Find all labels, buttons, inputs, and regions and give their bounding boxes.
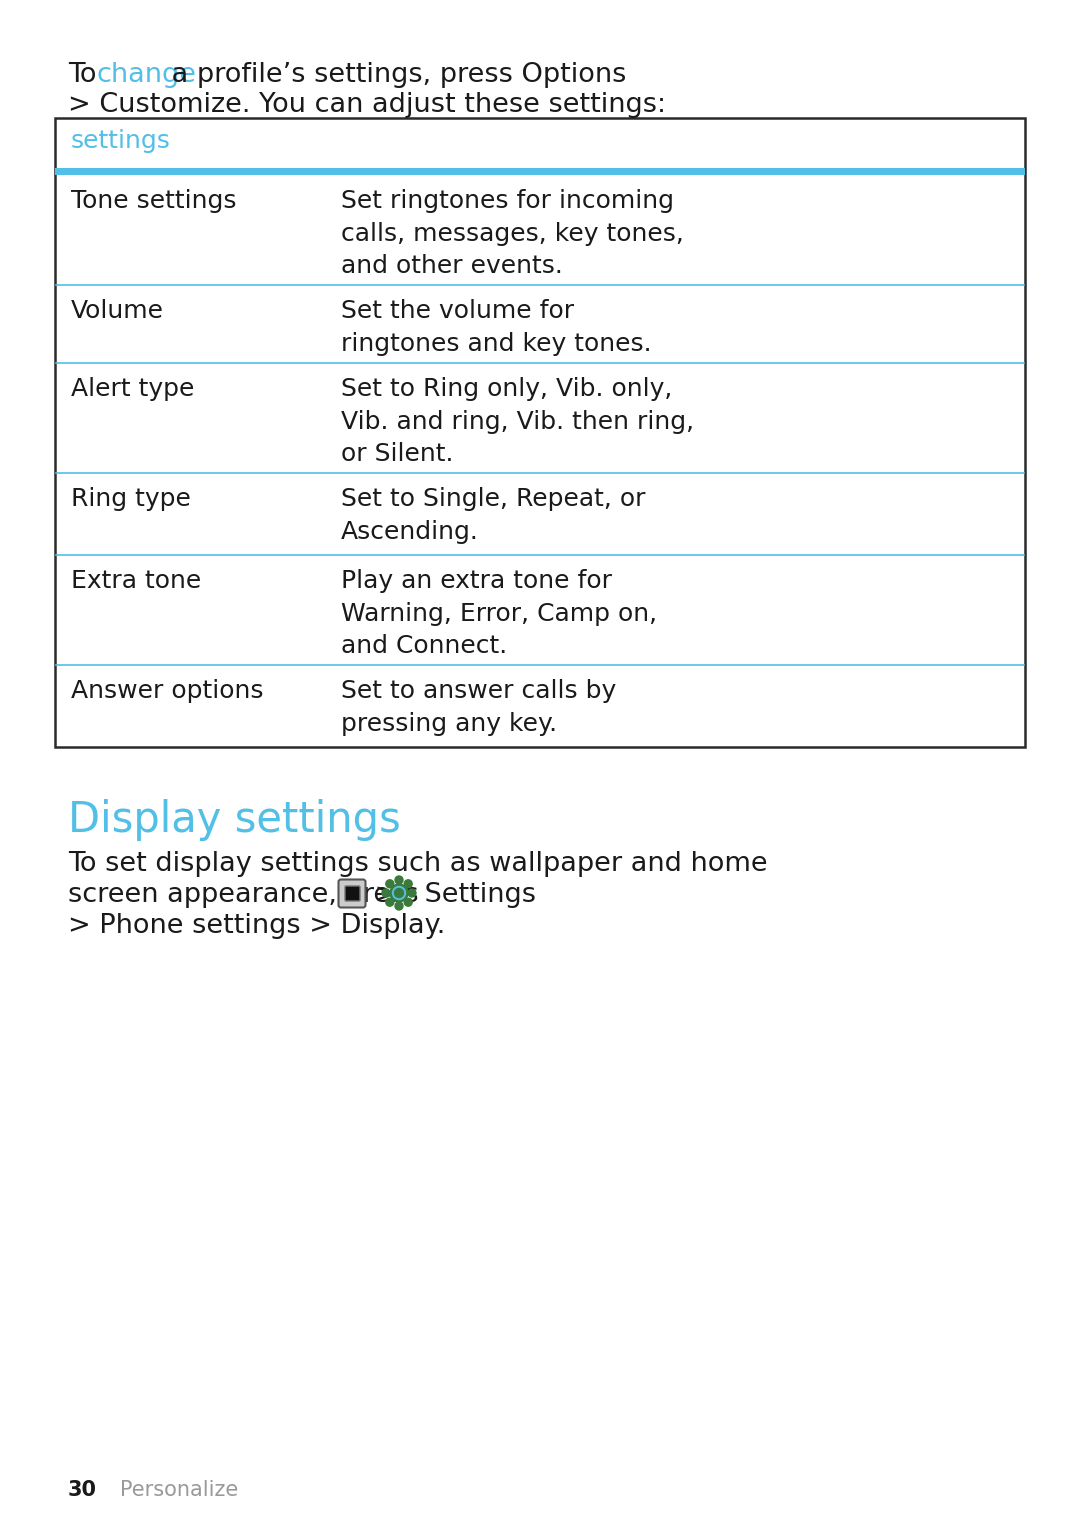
- Text: Set the volume for
ringtones and key tones.: Set the volume for ringtones and key ton…: [341, 299, 651, 355]
- Text: Set to Ring only, Vib. only,
Vib. and ring, Vib. then ring,
or Silent.: Set to Ring only, Vib. only, Vib. and ri…: [341, 377, 694, 466]
- Text: Set ringtones for incoming
calls, messages, key tones,
and other events.: Set ringtones for incoming calls, messag…: [341, 188, 684, 279]
- Circle shape: [395, 876, 403, 884]
- Circle shape: [394, 889, 404, 898]
- Text: Ring type: Ring type: [71, 487, 191, 512]
- Text: Extra tone: Extra tone: [71, 568, 201, 593]
- Circle shape: [390, 884, 408, 902]
- Text: Play an extra tone for
Warning, Error, Camp on,
and Connect.: Play an extra tone for Warning, Error, C…: [341, 568, 657, 659]
- FancyBboxPatch shape: [345, 885, 360, 901]
- Circle shape: [404, 898, 413, 907]
- Text: screen appearance, press: screen appearance, press: [68, 882, 428, 908]
- Circle shape: [404, 879, 413, 889]
- Text: Display settings: Display settings: [68, 800, 401, 841]
- Circle shape: [408, 889, 416, 898]
- Text: Personalize: Personalize: [120, 1480, 239, 1500]
- Text: change: change: [96, 61, 195, 87]
- Text: a profile’s settings, press Options: a profile’s settings, press Options: [163, 61, 626, 87]
- Circle shape: [392, 887, 405, 899]
- Text: Settings: Settings: [416, 882, 536, 908]
- FancyBboxPatch shape: [338, 879, 365, 907]
- Text: To: To: [68, 61, 105, 87]
- Circle shape: [386, 898, 394, 907]
- Text: settings: settings: [71, 129, 171, 153]
- Text: To set display settings such as wallpaper and home: To set display settings such as wallpape…: [68, 850, 768, 876]
- Bar: [55, 169, 1025, 175]
- Text: Tone settings: Tone settings: [71, 188, 237, 213]
- Text: Answer options: Answer options: [71, 679, 264, 703]
- Text: Volume: Volume: [71, 299, 164, 323]
- Text: 30: 30: [68, 1480, 97, 1500]
- Text: Alert type: Alert type: [71, 377, 194, 401]
- Circle shape: [395, 902, 403, 910]
- Text: >: >: [366, 882, 406, 908]
- Circle shape: [386, 879, 394, 889]
- Text: Set to Single, Repeat, or
Ascending.: Set to Single, Repeat, or Ascending.: [341, 487, 646, 544]
- Text: > Phone settings > Display.: > Phone settings > Display.: [68, 913, 445, 939]
- Text: Set to answer calls by
pressing any key.: Set to answer calls by pressing any key.: [341, 679, 617, 735]
- Text: > Customize. You can adjust these settings:: > Customize. You can adjust these settin…: [68, 92, 666, 118]
- Circle shape: [382, 889, 390, 898]
- Bar: [55, 118, 1025, 748]
